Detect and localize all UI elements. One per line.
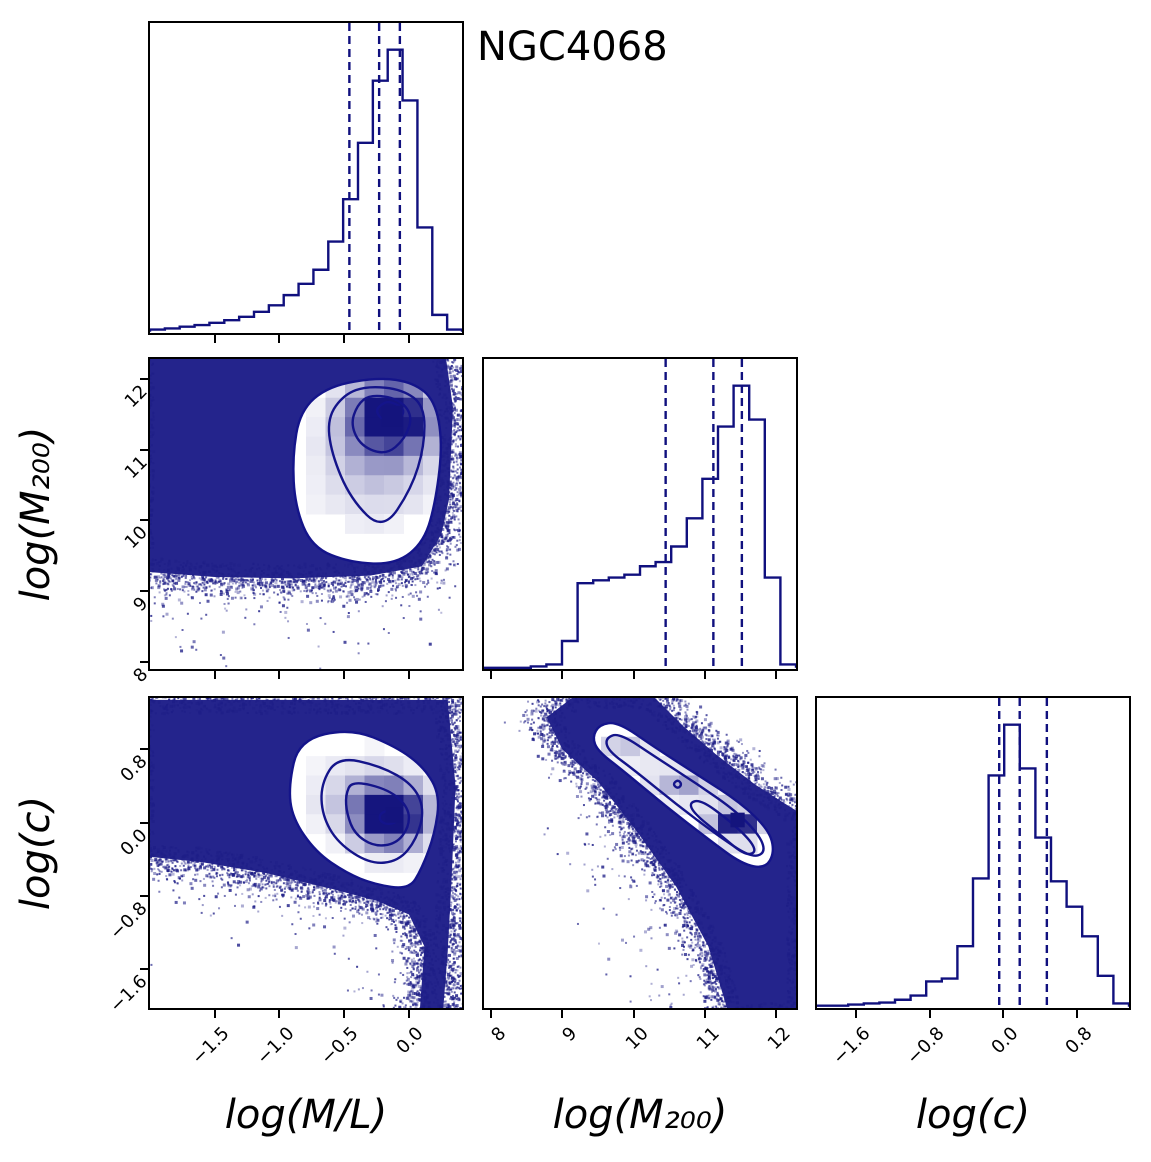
x-tick-mark <box>561 1010 564 1018</box>
panel-scatter-ml-vs-c-canvas <box>150 698 462 1008</box>
x-tick-label: −1.6 <box>828 1023 875 1069</box>
y-tick-label: 8 <box>128 663 152 687</box>
x-tick-label: 0.0 <box>392 1023 428 1059</box>
x-tick-label: 0.8 <box>1061 1023 1097 1059</box>
y-tick-mark <box>140 821 148 824</box>
x-tick-mark <box>1002 1010 1005 1018</box>
x-tick-mark <box>343 1010 346 1018</box>
y-tick-mark <box>140 895 148 898</box>
x-tick-mark <box>278 335 281 343</box>
x-tick-mark <box>278 671 281 679</box>
x-tick-label: −1.5 <box>187 1023 234 1069</box>
x-tick-label: 8 <box>487 1023 510 1046</box>
x-tick-mark <box>407 671 410 679</box>
x-tick-label: 12 <box>763 1023 795 1055</box>
y-tick-label: 11 <box>120 451 152 483</box>
y-tick-label: −1.6 <box>106 971 152 1018</box>
x-tick-mark <box>213 335 216 343</box>
y-tick-mark <box>140 748 148 751</box>
x-tick-label: 0.0 <box>987 1023 1023 1059</box>
x-tick-label: 11 <box>692 1023 724 1055</box>
panel-histogram-log-m200-canvas <box>484 359 796 669</box>
x-tick-mark <box>213 1010 216 1018</box>
y-tick-mark <box>140 968 148 971</box>
y-tick-mark <box>140 377 148 380</box>
y-tick-mark <box>140 590 148 593</box>
x-axis-title-log-ml: log(M/L) <box>224 1092 388 1138</box>
panel-scatter-ml-vs-m200-canvas <box>150 359 462 669</box>
x-tick-label: −0.5 <box>317 1023 364 1069</box>
plot-title: NGC4068 <box>477 24 668 70</box>
y-tick-mark <box>140 660 148 663</box>
x-tick-mark <box>490 671 493 679</box>
y-tick-label: 0.8 <box>116 751 152 787</box>
x-tick-mark <box>632 1010 635 1018</box>
x-tick-mark <box>775 1010 778 1018</box>
panel-histogram-log-ml-canvas <box>150 23 462 333</box>
x-tick-mark <box>278 1010 281 1018</box>
y-tick-label: −0.8 <box>106 898 152 944</box>
y-tick-label: 12 <box>120 380 152 412</box>
y-tick-label: 9 <box>128 593 152 617</box>
x-tick-mark <box>407 1010 410 1018</box>
x-tick-label: −1.0 <box>252 1023 299 1069</box>
x-tick-mark <box>561 671 564 679</box>
y-tick-mark <box>140 448 148 451</box>
y-axis-title-log-m200: log(M₂₀₀) <box>13 426 59 602</box>
x-axis-title-log-m200: log(M₂₀₀) <box>552 1092 728 1138</box>
panel-scatter-m200-vs-c-canvas <box>484 698 796 1008</box>
x-tick-mark <box>407 335 410 343</box>
x-tick-mark <box>928 1010 931 1018</box>
x-axis-title-log-c: log(c) <box>915 1092 1031 1138</box>
x-tick-mark <box>213 671 216 679</box>
x-tick-mark <box>343 335 346 343</box>
panel-histogram-log-c-canvas <box>817 698 1129 1008</box>
x-tick-label: 9 <box>558 1023 582 1046</box>
x-tick-mark <box>632 671 635 679</box>
y-axis-title-log-c: log(c) <box>13 795 59 911</box>
x-tick-mark <box>703 671 706 679</box>
x-tick-mark <box>1076 1010 1079 1018</box>
y-tick-label: 0.0 <box>116 824 152 860</box>
x-tick-mark <box>703 1010 706 1018</box>
x-tick-mark <box>343 671 346 679</box>
x-tick-mark <box>775 671 778 679</box>
y-tick-label: 10 <box>120 522 152 554</box>
x-tick-mark <box>490 1010 493 1018</box>
x-tick-label: 10 <box>621 1023 653 1055</box>
x-tick-label: −0.8 <box>902 1023 949 1069</box>
y-tick-mark <box>140 519 148 522</box>
x-tick-mark <box>854 1010 857 1018</box>
